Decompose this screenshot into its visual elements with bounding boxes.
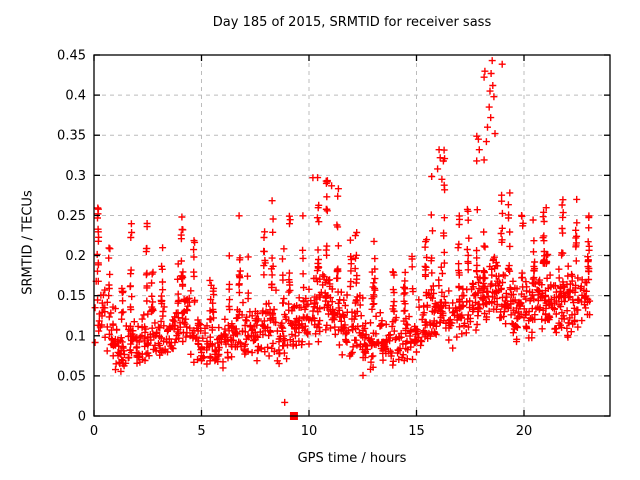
svg-text:0.25: 0.25 [57, 209, 86, 224]
svg-text:20: 20 [516, 424, 533, 439]
grid-lines [94, 55, 610, 416]
svg-text:0: 0 [78, 410, 86, 425]
axes-border-and-ticks [93, 54, 611, 417]
svg-text:0.4: 0.4 [65, 89, 86, 104]
svg-text:0.35: 0.35 [57, 129, 86, 144]
svg-text:0.45: 0.45 [57, 49, 86, 64]
svg-text:0.2: 0.2 [65, 249, 86, 264]
scatter-plus-markers [91, 57, 594, 406]
svg-text:15: 15 [408, 424, 425, 439]
svg-text:0.05: 0.05 [57, 369, 86, 384]
svg-text:0.15: 0.15 [57, 289, 86, 304]
svg-text:0: 0 [90, 424, 98, 439]
svg-text:10: 10 [301, 424, 318, 439]
tick-labels: 0 5 10 15 20 0 0.05 0.1 0.15 0.2 0.25 0.3 0.35 0.4 0.4… [57, 49, 532, 440]
svg-text:5: 5 [197, 424, 205, 439]
data-points [91, 57, 594, 420]
svg-text:0.3: 0.3 [65, 169, 86, 184]
svg-text:0.1: 0.1 [65, 329, 86, 344]
x-axis-label: GPS time / hours [297, 451, 407, 466]
chart-title: Day 185 of 2015, SRMTID for receiver sas… [212, 15, 492, 30]
